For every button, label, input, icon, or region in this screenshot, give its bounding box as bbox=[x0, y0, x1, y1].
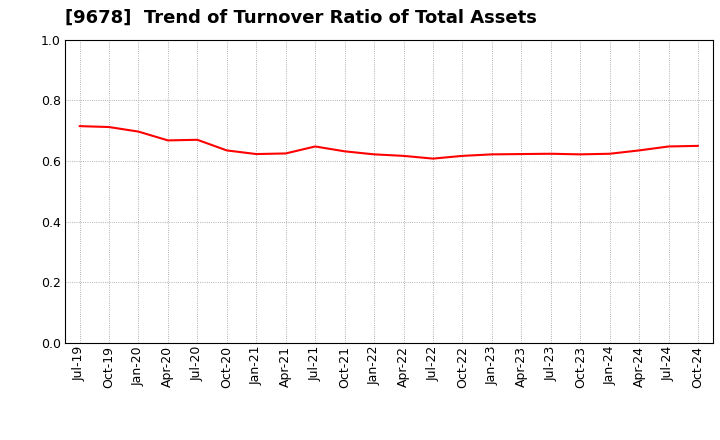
Text: [9678]  Trend of Turnover Ratio of Total Assets: [9678] Trend of Turnover Ratio of Total … bbox=[65, 8, 536, 26]
